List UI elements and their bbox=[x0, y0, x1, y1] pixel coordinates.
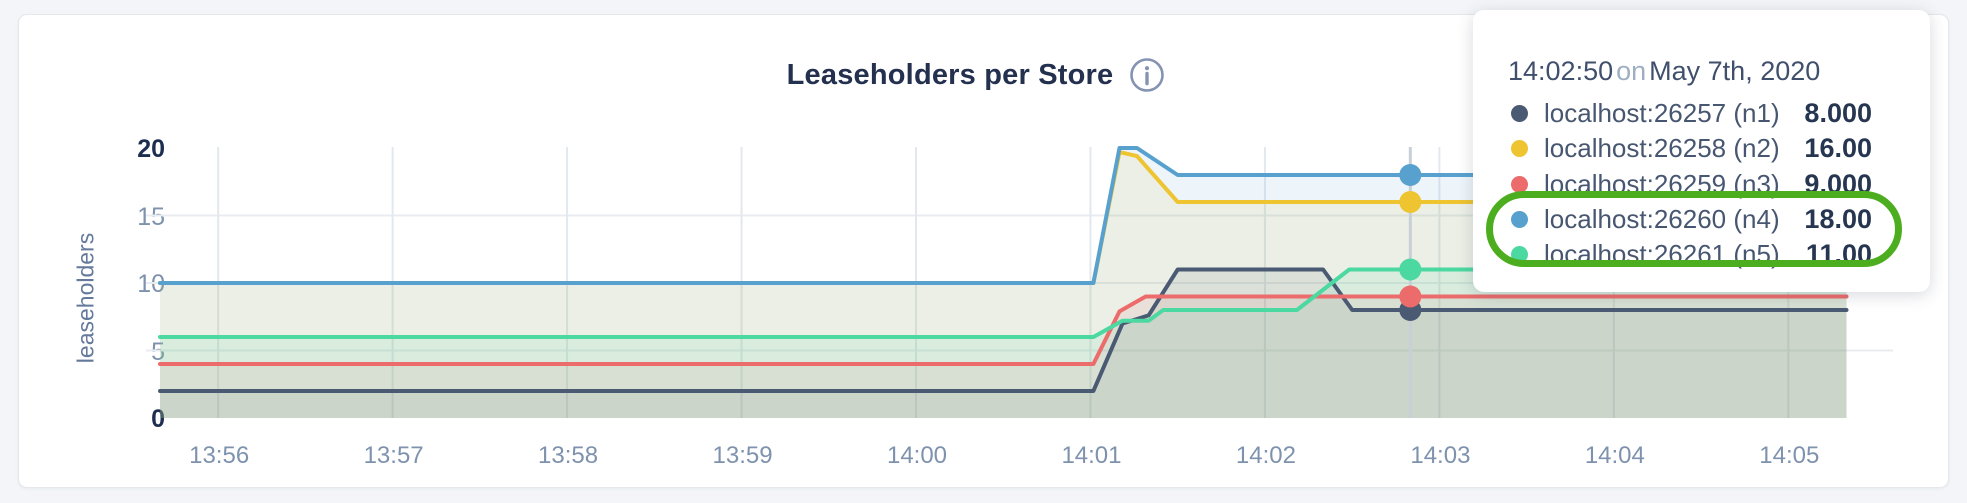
series-dot-icon bbox=[1511, 140, 1528, 158]
x-tick-label: 14:01 bbox=[1061, 442, 1122, 469]
x-tick-label: 14:04 bbox=[1584, 442, 1645, 469]
tooltip-date: May 7th, 2020 bbox=[1649, 56, 1821, 86]
highlight-annotation bbox=[1486, 191, 1902, 267]
tooltip-series-value: 8.000 bbox=[1804, 98, 1872, 129]
hover-dot bbox=[1399, 191, 1422, 213]
tooltip-series-label: localhost:26258 (n2) bbox=[1544, 133, 1780, 164]
x-tick-label: 13:59 bbox=[712, 442, 773, 469]
series-area bbox=[160, 269, 1847, 418]
series-line bbox=[158, 267, 1849, 339]
hover-dot bbox=[1399, 164, 1422, 186]
series-area bbox=[160, 269, 1847, 418]
hover-dot bbox=[1399, 285, 1422, 308]
chart-title: Leaseholders per Store bbox=[786, 58, 1114, 91]
tooltip-series-label: localhost:26260 (n4) bbox=[1544, 204, 1780, 235]
tooltip-row: localhost:26260 (n4) 18.00 bbox=[1473, 202, 1930, 237]
series-line bbox=[158, 267, 1849, 393]
tooltip-series-label: localhost:26257 (n1) bbox=[1544, 98, 1780, 129]
tooltip-connector: on bbox=[1616, 56, 1647, 86]
info-icon[interactable] bbox=[1129, 57, 1165, 93]
x-tick-label: 13:56 bbox=[189, 442, 250, 469]
tooltip-timestamp: 14:02:50 on May 7th, 2020 bbox=[1508, 56, 1820, 87]
y-tick-label: 20 bbox=[137, 135, 165, 163]
series-dot-icon bbox=[1511, 175, 1528, 193]
x-tick-label: 14:05 bbox=[1759, 442, 1820, 469]
tooltip-row: localhost:26257 (n1) 8.000 bbox=[1473, 96, 1930, 131]
tooltip-time: 14:02:50 bbox=[1508, 56, 1614, 86]
y-tick-label: 0 bbox=[151, 405, 165, 433]
series-line bbox=[158, 146, 1849, 285]
series-dot-icon bbox=[1511, 105, 1528, 123]
x-tick-label: 14:03 bbox=[1410, 442, 1471, 469]
series-line bbox=[158, 294, 1849, 366]
x-tick-label: 13:58 bbox=[538, 442, 599, 469]
hover-dot bbox=[1399, 258, 1422, 281]
series-area bbox=[160, 152, 1847, 418]
tooltip-row: localhost:26258 (n2) 16.00 bbox=[1473, 131, 1930, 166]
x-tick-label: 14:00 bbox=[886, 442, 948, 469]
chart-header: Leaseholders per Store bbox=[19, 57, 1933, 93]
x-tick-label: 13:57 bbox=[363, 442, 424, 469]
x-tick-label: 14:02 bbox=[1235, 442, 1296, 469]
tooltip-series-value: 16.00 bbox=[1804, 133, 1872, 164]
series-area bbox=[160, 296, 1847, 418]
